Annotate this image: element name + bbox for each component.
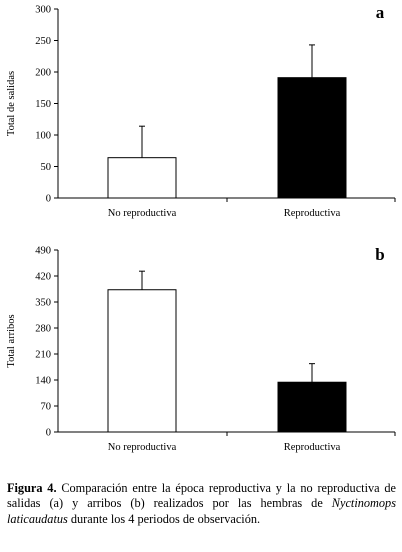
x-tick-label: Reproductiva xyxy=(284,208,341,219)
bar xyxy=(107,289,177,433)
y-axis-title: Total arribos xyxy=(6,314,17,367)
y-tick-label: 200 xyxy=(35,68,51,79)
y-tick-label: 50 xyxy=(41,162,52,173)
x-tick-label: Reproductiva xyxy=(284,442,341,453)
caption-text-1: Comparación entre la época reproductiva … xyxy=(7,481,396,511)
chart-panel-a: 0 50 100 150 200 250 300 No reproductiva Reprodu… xyxy=(6,3,396,219)
caption-species: Nyctinomops laticaudatus xyxy=(7,496,396,526)
figure-caption: Figura 4. Comparación entre la época rep… xyxy=(7,481,396,527)
y-tick-label: 70 xyxy=(41,402,52,413)
bar xyxy=(107,157,177,199)
bar xyxy=(277,381,347,433)
panel-label: b xyxy=(375,245,384,264)
x-tick-label: No reproductiva xyxy=(108,208,177,219)
panel-label: a xyxy=(376,3,385,22)
bar xyxy=(277,77,347,199)
y-tick-label: 250 xyxy=(35,36,51,47)
figure-canvas: 0 50 100 150 200 250 300 No reproductiva Reprodu… xyxy=(6,3,396,453)
y-tick-label: 490 xyxy=(35,246,51,257)
y-tick-label: 0 xyxy=(46,428,51,439)
y-tick-label: 280 xyxy=(35,324,51,335)
y-tick-label: 150 xyxy=(35,99,51,110)
y-tick-label: 140 xyxy=(35,376,51,387)
caption-text-2: durante los 4 periodos de observación. xyxy=(67,511,261,526)
caption-label: Figura 4. xyxy=(7,481,57,495)
y-tick-label: 300 xyxy=(35,5,51,16)
y-tick-label: 420 xyxy=(35,272,51,283)
y-tick-label: 100 xyxy=(35,131,51,142)
y-axis-title: Total de salidas xyxy=(6,71,17,136)
x-tick-label: No reproductiva xyxy=(108,442,177,453)
y-tick-label: 210 xyxy=(35,350,51,361)
chart-panel-b: 0 70 140 210 280 350 420 490 No reproductiva Repr… xyxy=(6,245,396,453)
y-tick-label: 0 xyxy=(46,194,51,205)
y-tick-label: 350 xyxy=(35,298,51,309)
